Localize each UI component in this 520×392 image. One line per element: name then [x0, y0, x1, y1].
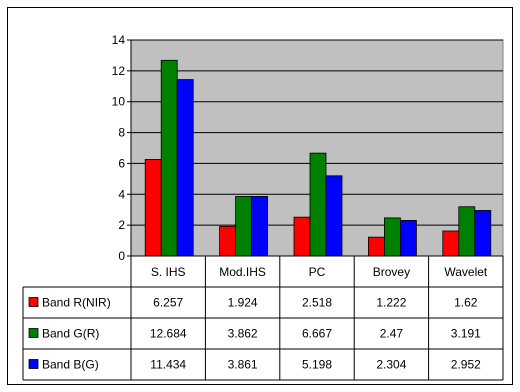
bar	[442, 230, 460, 257]
data-label: 3.862	[228, 327, 258, 341]
bar	[399, 220, 417, 257]
legend-key	[28, 359, 39, 369]
data-label: 2.518	[302, 296, 332, 310]
bar	[144, 159, 162, 257]
y-tick-label: 8	[118, 126, 125, 140]
legend-key	[28, 297, 39, 307]
y-tick-label: 2	[118, 218, 125, 232]
category-label: S. IHS	[151, 265, 186, 279]
data-label: 11.434	[150, 358, 186, 372]
data-label: 1.222	[376, 296, 406, 310]
category-label: Wavelet	[444, 265, 488, 279]
bar	[219, 225, 237, 257]
y-tick-label: 6	[118, 156, 125, 170]
series-name: Band G(R)	[42, 327, 99, 341]
data-label: 2.952	[451, 358, 481, 372]
data-label: 2.47	[380, 327, 404, 341]
data-label: 6.257	[153, 296, 183, 310]
bar	[325, 175, 343, 257]
chart-frame: 0 2 4 6 8 10 12 14 S. IHS Mod.IHS PC Brovey Wavelet B…	[7, 7, 513, 385]
bar	[458, 206, 476, 257]
data-label: 6.667	[302, 327, 332, 341]
category-label: PC	[309, 265, 326, 279]
y-tick-label: 0	[118, 249, 125, 263]
y-tick-label: 12	[112, 64, 126, 78]
bar	[235, 196, 253, 257]
bar	[176, 79, 194, 257]
data-label: 1.924	[228, 296, 258, 310]
y-tick-label: 4	[118, 187, 125, 201]
legend-key	[28, 328, 39, 338]
bar	[309, 152, 327, 257]
category-label: Brovey	[373, 265, 410, 279]
y-tick-label: 10	[112, 95, 126, 109]
category-label: Mod.IHS	[219, 265, 266, 279]
bar	[383, 217, 401, 257]
bar	[251, 196, 269, 257]
bar	[160, 59, 178, 257]
series-name: Band R(NIR)	[42, 296, 111, 310]
bar	[367, 236, 385, 257]
bar	[293, 216, 311, 257]
bar-chart: 0 2 4 6 8 10 12 14 S. IHS Mod.IHS PC Brovey Wavelet B…	[22, 33, 504, 381]
bar	[474, 210, 492, 257]
data-label: 3.191	[451, 327, 481, 341]
data-label: 12.684	[150, 327, 187, 341]
series-name: Band B(G)	[42, 358, 99, 372]
data-label: 1.62	[454, 296, 478, 310]
data-label: 5.198	[302, 358, 332, 372]
data-label: 2.304	[376, 358, 406, 372]
y-tick-label: 14	[112, 33, 126, 47]
data-label: 3.861	[228, 358, 258, 372]
